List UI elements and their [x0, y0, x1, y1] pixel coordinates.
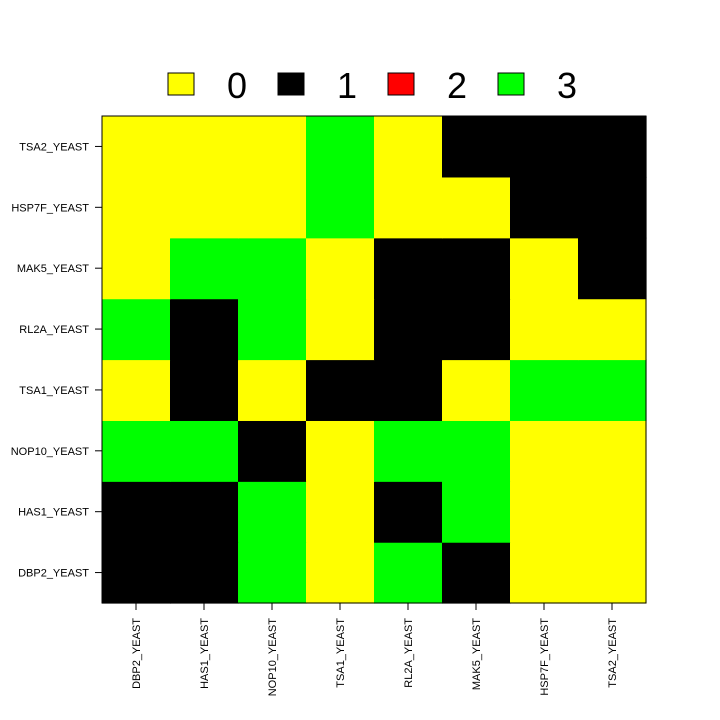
legend-label-2: 2	[447, 65, 467, 106]
x-tick-label: RL2A_YEAST	[403, 618, 415, 688]
heatmap-cell-NOP10_YEAST-HAS1_YEAST	[170, 420, 239, 482]
heatmap-cell-RL2A_YEAST-NOP10_YEAST	[238, 298, 307, 361]
legend-swatch-2	[387, 72, 415, 96]
heatmap-cell-HSP7F_YEAST-TSA1_YEAST	[306, 176, 375, 239]
heatmap-cell-TSA2_YEAST-DBP2_YEAST	[102, 116, 171, 178]
heatmap-cell-TSA1_YEAST-HSP7F_YEAST	[510, 359, 579, 421]
x-tick-label: TSA2_YEAST	[607, 618, 619, 688]
heatmap-cell-NOP10_YEAST-RL2A_YEAST	[374, 420, 443, 482]
heatmap-cell-NOP10_YEAST-DBP2_YEAST	[102, 420, 171, 482]
heatmap-cell-HAS1_YEAST-HAS1_YEAST	[170, 481, 239, 543]
heatmap-cell-RL2A_YEAST-TSA2_YEAST	[578, 298, 647, 361]
heatmap-cell-HAS1_YEAST-HSP7F_YEAST	[510, 481, 579, 543]
heatmap-cell-MAK5_YEAST-HSP7F_YEAST	[510, 237, 579, 300]
legend-swatch-0	[167, 72, 195, 96]
heatmap-cell-MAK5_YEAST-MAK5_YEAST	[442, 237, 511, 300]
plot-frame	[101, 115, 647, 604]
heatmap-cell-RL2A_YEAST-DBP2_YEAST	[102, 298, 171, 361]
heatmap-cell-HSP7F_YEAST-HAS1_YEAST	[170, 176, 239, 239]
heatmap-cell-HAS1_YEAST-MAK5_YEAST	[442, 481, 511, 543]
heatmap-cell-MAK5_YEAST-DBP2_YEAST	[102, 237, 171, 300]
heatmap-cell-HAS1_YEAST-RL2A_YEAST	[374, 481, 443, 543]
heatmap-cell-DBP2_YEAST-RL2A_YEAST	[374, 542, 443, 604]
heatmap-cell-MAK5_YEAST-NOP10_YEAST	[238, 237, 307, 300]
heatmap-cell-TSA1_YEAST-NOP10_YEAST	[238, 359, 307, 421]
heatmap-cell-HSP7F_YEAST-TSA2_YEAST	[578, 176, 647, 239]
heatmap-cell-MAK5_YEAST-HAS1_YEAST	[170, 237, 239, 300]
heatmap-cell-HAS1_YEAST-TSA1_YEAST	[306, 481, 375, 543]
heatmap-cell-RL2A_YEAST-TSA1_YEAST	[306, 298, 375, 361]
x-tick-label: HAS1_YEAST	[199, 618, 211, 689]
heatmap-cell-TSA2_YEAST-HAS1_YEAST	[170, 116, 239, 178]
heatmap-cell-NOP10_YEAST-HSP7F_YEAST	[510, 420, 579, 482]
x-tick-label: DBP2_YEAST	[131, 618, 143, 689]
x-tick-label: MAK5_YEAST	[471, 618, 483, 690]
heatmap-cell-MAK5_YEAST-TSA2_YEAST	[578, 237, 647, 300]
heatmap-cell-TSA1_YEAST-TSA2_YEAST	[578, 359, 647, 421]
heatmap-cell-NOP10_YEAST-NOP10_YEAST	[238, 420, 307, 482]
y-axis: DBP2_YEAST HAS1_YEAST NOP10_YEAST TSA1_YEAS…	[11, 141, 102, 580]
y-tick-label: HAS1_YEAST	[18, 507, 89, 519]
heatmap-cell-HSP7F_YEAST-MAK5_YEAST	[442, 176, 511, 239]
heatmap-cell-TSA1_YEAST-RL2A_YEAST	[374, 359, 443, 421]
heatmap-cell-DBP2_YEAST-HSP7F_YEAST	[510, 542, 579, 604]
heatmap-cell-RL2A_YEAST-HAS1_YEAST	[170, 298, 239, 361]
heatmap-cell-DBP2_YEAST-TSA1_YEAST	[306, 542, 375, 604]
heatmap-cell-TSA1_YEAST-DBP2_YEAST	[102, 359, 171, 421]
heatmap-cell-DBP2_YEAST-NOP10_YEAST	[238, 542, 307, 604]
y-tick-label: TSA2_YEAST	[19, 141, 89, 153]
legend-swatch-1	[277, 72, 305, 96]
heatmap-cell-HSP7F_YEAST-RL2A_YEAST	[374, 176, 443, 239]
heatmap-cell-TSA2_YEAST-TSA2_YEAST	[578, 116, 647, 178]
heatmap-cell-TSA2_YEAST-HSP7F_YEAST	[510, 116, 579, 178]
heatmap-cell-TSA1_YEAST-TSA1_YEAST	[306, 359, 375, 421]
legend-label-0: 0	[227, 65, 247, 106]
heatmap-cell-TSA2_YEAST-MAK5_YEAST	[442, 116, 511, 178]
y-tick-label: HSP7F_YEAST	[11, 202, 89, 214]
heatmap-cell-NOP10_YEAST-TSA1_YEAST	[306, 420, 375, 482]
heatmap-cell-NOP10_YEAST-TSA2_YEAST	[578, 420, 647, 482]
heatmap-cell-DBP2_YEAST-MAK5_YEAST	[442, 542, 511, 604]
heatmap-cell-NOP10_YEAST-MAK5_YEAST	[442, 420, 511, 482]
y-tick-label: MAK5_YEAST	[17, 263, 89, 275]
heatmap-cell-HAS1_YEAST-NOP10_YEAST	[238, 481, 307, 543]
y-tick-label: TSA1_YEAST	[19, 385, 89, 397]
heatmap-cell-HSP7F_YEAST-HSP7F_YEAST	[510, 176, 579, 239]
heatmap-cell-DBP2_YEAST-TSA2_YEAST	[578, 542, 647, 604]
heatmap-cell-HAS1_YEAST-DBP2_YEAST	[102, 481, 171, 543]
heatmap-cell-TSA2_YEAST-TSA1_YEAST	[306, 116, 375, 178]
heatmap-cell-DBP2_YEAST-HAS1_YEAST	[170, 542, 239, 604]
x-tick-label: TSA1_YEAST	[335, 618, 347, 688]
x-tick-label: HSP7F_YEAST	[539, 618, 551, 696]
y-tick-label: DBP2_YEAST	[18, 568, 89, 580]
y-tick-label: RL2A_YEAST	[19, 324, 89, 336]
x-axis: DBP2_YEAST HAS1_YEAST NOP10_YEAST TSA1_YEAS…	[131, 603, 619, 696]
heatmap-cell-HSP7F_YEAST-NOP10_YEAST	[238, 176, 307, 239]
heatmap-cell-RL2A_YEAST-RL2A_YEAST	[374, 298, 443, 361]
heatmap-cell-DBP2_YEAST-DBP2_YEAST	[102, 542, 171, 604]
legend-swatch-3	[497, 72, 525, 96]
legend: 0 1 2 3	[167, 65, 577, 106]
heatmap-cell-HAS1_YEAST-TSA2_YEAST	[578, 481, 647, 543]
heatmap-cell-TSA2_YEAST-NOP10_YEAST	[238, 116, 307, 178]
heatmap-cell-TSA1_YEAST-HAS1_YEAST	[170, 359, 239, 421]
heatmap-cell-MAK5_YEAST-TSA1_YEAST	[306, 237, 375, 300]
x-tick-label: NOP10_YEAST	[267, 618, 279, 697]
legend-label-1: 1	[337, 65, 357, 106]
heatmap-cell-RL2A_YEAST-MAK5_YEAST	[442, 298, 511, 361]
heatmap-cell-TSA2_YEAST-RL2A_YEAST	[374, 116, 443, 178]
legend-label-3: 3	[557, 65, 577, 106]
y-tick-label: NOP10_YEAST	[11, 446, 90, 458]
heatmap-cell-MAK5_YEAST-RL2A_YEAST	[374, 237, 443, 300]
heatmap-cells	[102, 116, 647, 604]
heatmap-cell-TSA1_YEAST-MAK5_YEAST	[442, 359, 511, 421]
heatmap-cell-HSP7F_YEAST-DBP2_YEAST	[102, 176, 171, 239]
heatmap-cell-RL2A_YEAST-HSP7F_YEAST	[510, 298, 579, 361]
